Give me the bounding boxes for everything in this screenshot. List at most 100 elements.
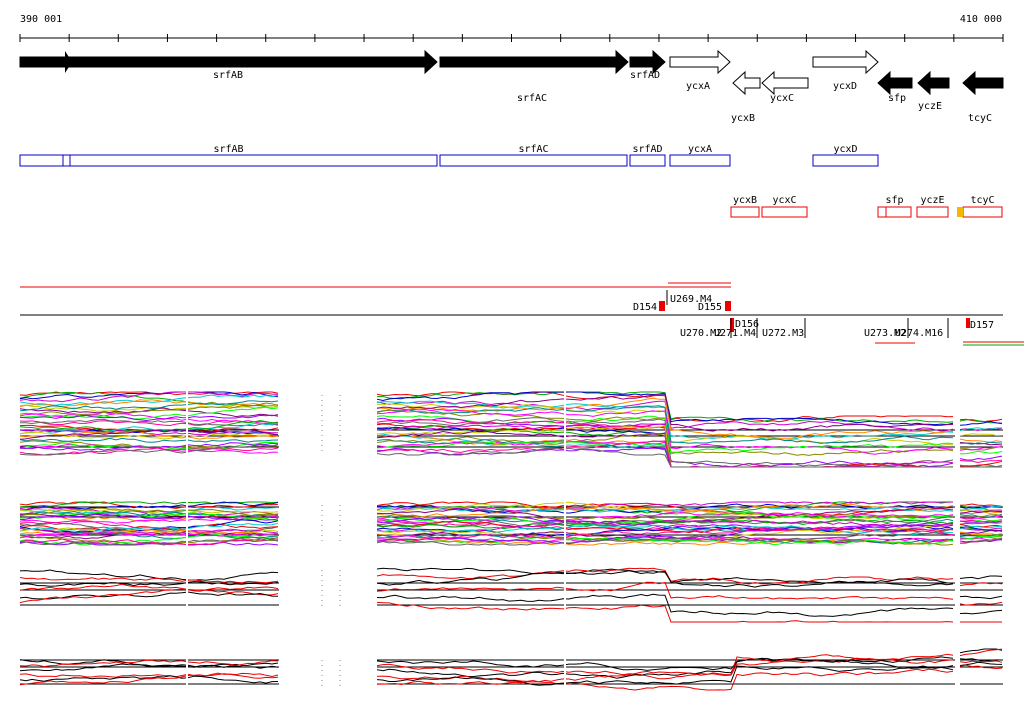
expression-line [959,535,1003,540]
expression-line [19,391,279,400]
expression-line [19,428,279,440]
expression-line [376,601,954,623]
expression-line [376,570,954,588]
expression-line [959,446,1003,451]
expression-line [959,510,1003,514]
expression-line [20,511,279,522]
expression-line [376,501,954,515]
feature-mark [659,301,665,311]
expression-line [19,512,279,523]
expression-line [19,672,279,678]
expression-line [376,665,954,686]
expression-line [959,661,1003,666]
expression-line [376,518,954,530]
gene-label: srfAB [213,70,243,81]
gene-label: ycxC [770,93,794,104]
expression-line [19,406,279,420]
expression-line [959,438,1003,443]
cds-box [916,206,949,218]
expression-line [376,501,954,521]
cds-box [812,154,879,167]
gene-arrow [917,70,950,96]
expression-line [376,415,954,455]
feature-label: D156 [735,319,759,330]
gene-arrow [732,70,761,96]
expression-line [959,506,1003,509]
feature-mark [966,318,970,328]
expression-line [959,525,1003,530]
expression-line [19,663,279,672]
gene-arrow [962,70,1004,96]
expression-line [376,581,954,600]
gene-label: srfAD [630,70,660,81]
expression-line [19,577,279,584]
cds-box [669,154,731,167]
expression-line [376,654,954,686]
expression-line [19,536,279,546]
expression-line [376,567,954,585]
expression-line [376,397,954,439]
gene-arrow [20,51,72,73]
gene-arrow [439,49,629,75]
expression-line [376,528,954,546]
expression-line [376,392,954,432]
expression-line [19,507,279,517]
cds-label: ycxC [772,195,796,206]
expression-line [376,405,954,444]
gene-label: ycxD [833,81,857,92]
gene-label: yczE [918,101,942,112]
expression-line [959,648,1003,654]
expression-line [959,427,1003,432]
expression-line [376,408,954,455]
feature-label: U270.M2 [680,328,722,339]
expression-line [19,510,279,517]
cds-box [629,154,666,167]
cds-box [877,206,912,218]
cds-label: srfAB [213,144,243,155]
cds-box [439,154,628,167]
feature-label: U274.M16 [895,328,943,339]
expression-line [376,536,954,546]
feature-label: D157 [970,320,994,331]
expression-line [959,601,1003,606]
expression-line [959,527,1003,531]
cds-mark [957,207,963,217]
expression-line [19,591,279,600]
gene-arrow [669,49,731,75]
expression-line [19,394,279,406]
expression-line [19,414,279,422]
expression-line [19,569,279,581]
expression-line [19,442,279,451]
expression-line [959,455,1003,461]
expression-line [19,402,279,416]
expression-line [959,459,1003,464]
expression-line [376,656,954,671]
expression-line [19,581,279,587]
expression-line [959,503,1003,507]
expression-line [959,582,1003,587]
expression-line [959,609,1003,615]
expression-line [20,418,279,427]
axis-end: 410 000 [960,14,1002,25]
cds-label: sfp [885,195,903,206]
expression-line [959,505,1003,511]
expression-line [959,522,1003,525]
expression-line [959,529,1003,535]
expression-line [959,660,1003,664]
feature-label: U271.M4 [714,328,756,339]
expression-line [19,530,279,539]
expression-line [376,524,954,536]
expression-line [19,400,279,412]
expression-line [376,511,954,524]
expression-line [959,664,1003,670]
expression-line [376,503,954,518]
gene-arrow [629,49,666,75]
expression-line [19,420,279,427]
expression-line [19,422,279,435]
expression-line [959,420,1003,426]
feature-label: D154 [633,302,657,313]
expression-line [19,444,279,456]
axis-start: 390 001 [20,14,62,25]
expression-line [959,575,1003,580]
